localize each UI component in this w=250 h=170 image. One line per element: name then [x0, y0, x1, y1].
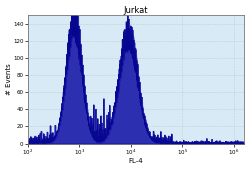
Title: Jurkat: Jurkat: [124, 6, 148, 15]
Y-axis label: # Events: # Events: [6, 64, 12, 95]
X-axis label: FL-4: FL-4: [129, 158, 143, 164]
